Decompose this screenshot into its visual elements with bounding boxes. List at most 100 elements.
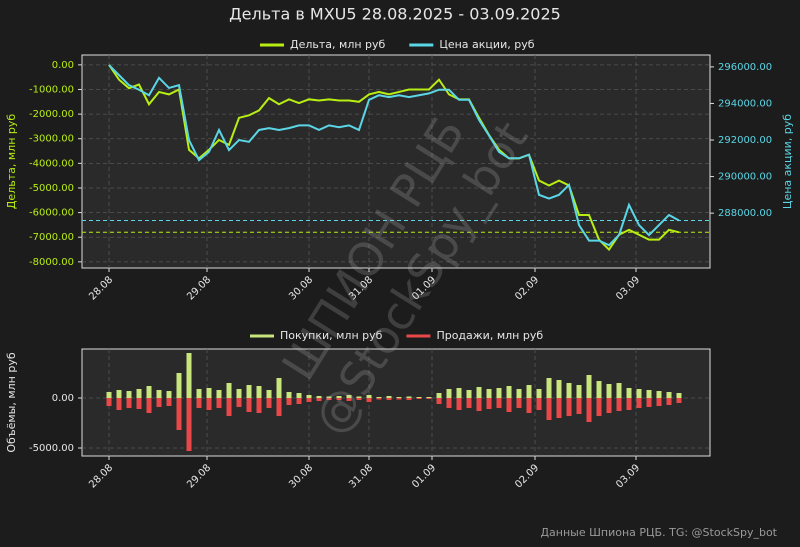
legend-label: Продажи, млн руб — [436, 329, 543, 342]
legend-label: Покупки, млн руб — [280, 329, 383, 342]
bar — [196, 389, 202, 398]
bar — [476, 398, 482, 411]
bar — [266, 398, 272, 408]
bar — [116, 390, 122, 398]
y-tick-label: -2000.00 — [29, 109, 74, 120]
y2-tick-label: 294000.00 — [718, 98, 772, 109]
bar — [106, 392, 112, 398]
bar — [426, 398, 432, 399]
bar — [216, 398, 222, 408]
bar — [316, 398, 322, 401]
bar — [326, 398, 332, 400]
bar — [436, 398, 442, 404]
bar — [466, 398, 472, 408]
bar — [616, 383, 622, 398]
bar — [556, 380, 562, 398]
y-axis-label: Дельта, млн руб — [5, 114, 18, 210]
bar — [416, 398, 422, 399]
y-tick-label: -5000.00 — [29, 183, 74, 194]
y-tick-label: -1000.00 — [29, 84, 74, 95]
bar — [256, 398, 262, 413]
bar — [676, 393, 682, 398]
bar — [166, 398, 172, 406]
bar — [206, 398, 212, 410]
bar — [536, 389, 542, 398]
bar — [606, 384, 612, 398]
bar — [526, 398, 532, 413]
bar — [236, 398, 242, 407]
bar — [356, 398, 362, 400]
bar — [336, 398, 342, 400]
bar — [146, 386, 152, 398]
bar — [346, 398, 352, 401]
bar — [506, 386, 512, 398]
bar — [126, 391, 132, 398]
y-tick-label: -4000.00 — [29, 158, 74, 169]
series-line — [108, 64, 680, 247]
bar — [156, 390, 162, 398]
bar — [606, 398, 612, 413]
bar — [436, 393, 442, 398]
bar — [396, 397, 402, 398]
y2-tick-label: 292000.00 — [718, 135, 772, 146]
bar — [656, 391, 662, 398]
bar — [446, 398, 452, 408]
bar — [366, 398, 372, 402]
legend-label: Цена акции, руб — [439, 38, 534, 51]
bar — [596, 381, 602, 398]
bar — [246, 385, 252, 398]
bar — [296, 398, 302, 404]
bar — [236, 389, 242, 398]
bar — [516, 389, 522, 398]
bar — [256, 386, 262, 398]
bar — [386, 396, 392, 398]
bar — [136, 398, 142, 409]
bar — [146, 398, 152, 413]
bar — [126, 398, 132, 408]
bar — [276, 378, 282, 398]
y2-axis-label: Цена акции, руб — [781, 114, 794, 209]
bar — [336, 396, 342, 398]
bar — [646, 398, 652, 407]
bar — [116, 398, 122, 410]
bar — [136, 389, 142, 398]
bar — [166, 391, 172, 398]
bar — [186, 398, 192, 451]
bar — [296, 393, 302, 398]
bar — [346, 395, 352, 398]
bar — [556, 398, 562, 418]
bar — [426, 397, 432, 398]
footer: Данные Шпиона РЦБ. TG: @StockSpy_bot — [540, 526, 777, 539]
bar — [656, 398, 662, 406]
legend-label: Дельта, млн руб — [290, 38, 386, 51]
bar — [196, 398, 202, 408]
bar — [516, 398, 522, 408]
bar — [596, 398, 602, 416]
bar — [446, 389, 452, 398]
bar — [396, 398, 402, 400]
bar — [536, 398, 542, 410]
bar — [106, 398, 112, 406]
bar — [306, 398, 312, 402]
bar — [466, 390, 472, 398]
bar — [456, 398, 462, 410]
bar — [586, 398, 592, 422]
bar — [676, 398, 682, 403]
bar — [406, 396, 412, 398]
bar — [216, 390, 222, 398]
bar — [306, 395, 312, 398]
bar — [626, 388, 632, 398]
y-tick-label: -6000.00 — [29, 208, 74, 219]
bar — [186, 353, 192, 398]
y2-tick-label: 290000.00 — [718, 172, 772, 183]
series-line — [108, 64, 680, 252]
bar — [486, 389, 492, 398]
bar — [526, 385, 532, 398]
bar — [206, 388, 212, 398]
bar — [356, 396, 362, 398]
y-tick-label: 0.00 — [52, 393, 74, 404]
bar — [566, 383, 572, 398]
plot-area — [81, 54, 711, 269]
bar — [226, 398, 232, 416]
bar — [386, 398, 392, 400]
